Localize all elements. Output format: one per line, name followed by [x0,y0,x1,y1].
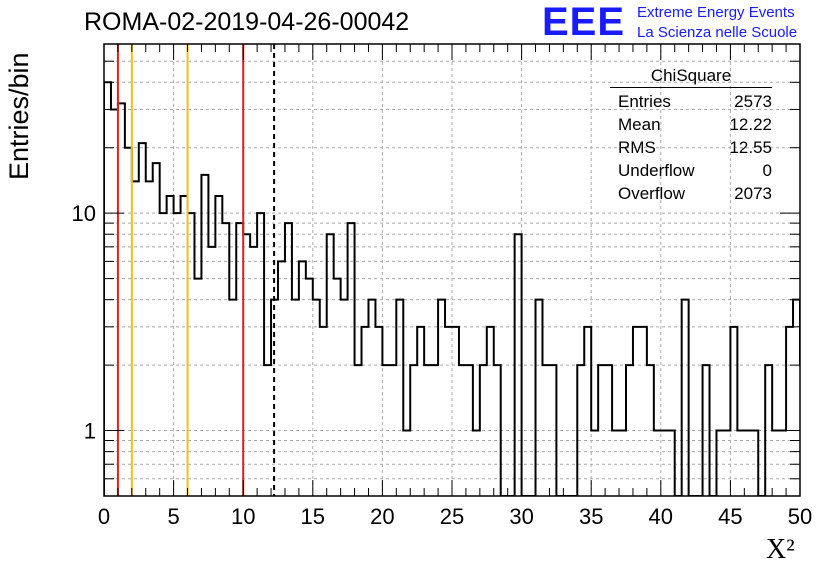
eee-logo: EEE [542,0,626,44]
x-tick-label: 25 [440,504,464,529]
stats-box: ChiSquare Entries 2573 Mean 12.22 RMS 12.55… [610,66,772,205]
stats-row-overflow: Overflow 2073 [618,184,772,203]
logo-line-2: La Scienza nelle Scuole [637,24,798,41]
chart-title: ROMA-02-2019-04-26-00042 [84,8,410,36]
x-tick-label: 20 [370,504,394,529]
y-tick-label: 10 [72,201,96,226]
x-tick-label: 30 [509,504,533,529]
x-tick-label: 10 [231,504,255,529]
x-tick-label: 0 [98,504,110,529]
x-tick-label: 35 [579,504,603,529]
logo-line-1: Extreme Energy Events [637,4,795,21]
stats-row-mean: Mean 12.22 [618,115,772,134]
stats-name: ChiSquare [610,66,772,88]
x-tick-label: 50 [788,504,812,529]
stats-row-rms: RMS 12.55 [618,138,772,157]
y-axis-label: Entries/bin [4,52,34,180]
stats-row-underflow: Underflow 0 [618,161,772,180]
histogram-series [104,81,800,496]
x-tick-label: 15 [301,504,325,529]
stats-row-entries: Entries 2573 [618,92,772,111]
y-tick-label: 1 [84,419,96,444]
x-tick-label: 40 [649,504,673,529]
x-axis-label: X² [766,534,795,565]
x-tick-label: 5 [167,504,179,529]
x-tick-label: 45 [718,504,742,529]
